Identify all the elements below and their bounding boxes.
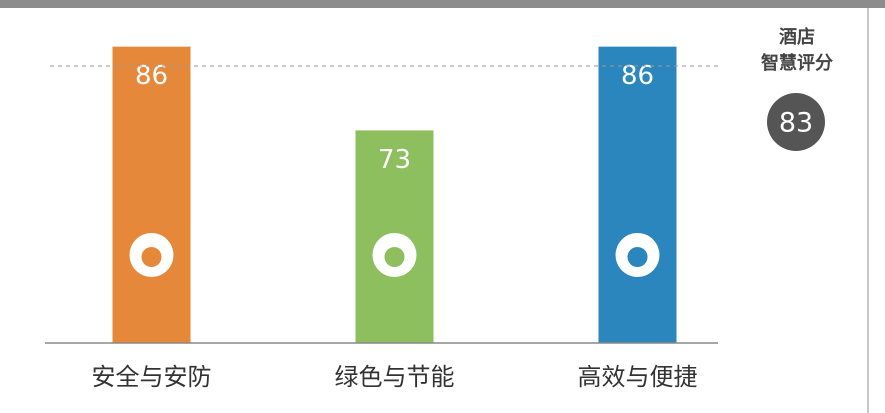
reference-label: 智慧评分 bbox=[761, 52, 833, 74]
value-label: 73 bbox=[378, 145, 411, 175]
score-value: 83 bbox=[779, 108, 813, 139]
x-tick-label: 绿色与节能 bbox=[335, 363, 455, 391]
x-tick-label: 安全与安防 bbox=[92, 363, 212, 391]
bar-icon-inner bbox=[627, 247, 648, 267]
bar-icon-inner bbox=[384, 247, 405, 267]
x-tick-label: 高效与便捷 bbox=[578, 363, 698, 391]
bar-icon-inner bbox=[141, 247, 162, 267]
bar bbox=[598, 46, 677, 344]
top-bar bbox=[0, 0, 885, 8]
reference-label: 酒店 bbox=[779, 26, 815, 48]
bar bbox=[112, 46, 191, 344]
score-badge bbox=[767, 93, 825, 151]
